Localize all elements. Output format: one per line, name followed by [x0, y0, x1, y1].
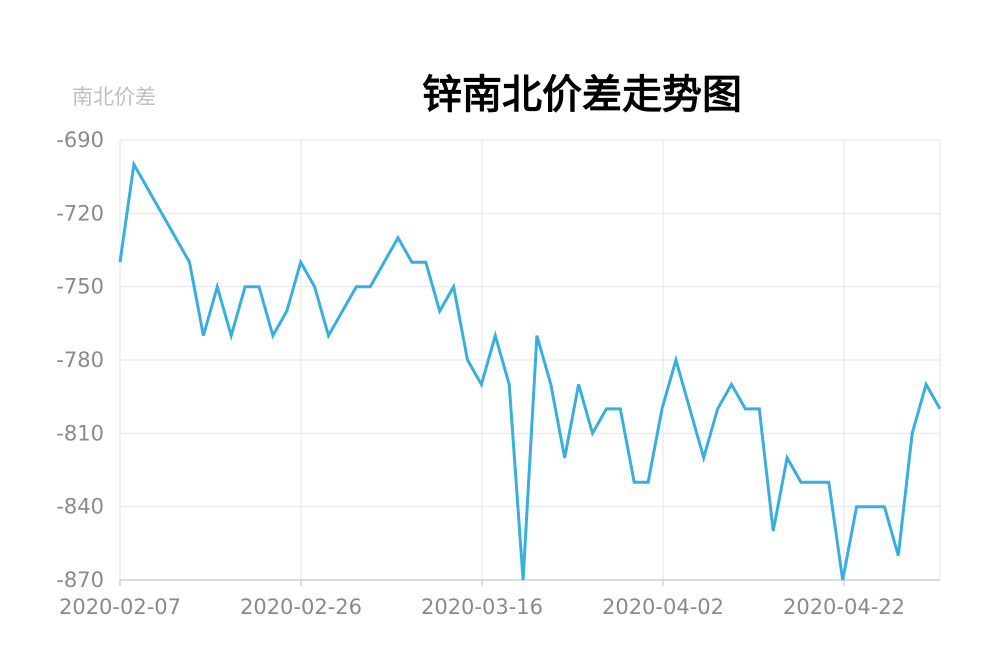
- x-tick-label: 2020-04-22: [783, 595, 905, 619]
- x-axis-ticks: 2020-02-07 2020-02-26 2020-03-16 2020-04-02…: [59, 595, 905, 619]
- y-tick-label: -840: [56, 495, 104, 519]
- y-tick-label: -810: [56, 421, 104, 445]
- series-line: [118, 159, 942, 581]
- y-tick-label: -870: [56, 568, 104, 592]
- y-axis-label: 南北价差: [72, 85, 156, 109]
- x-tick-label: 2020-03-16: [421, 595, 543, 619]
- y-tick-label: -720: [56, 201, 104, 225]
- chart-title: 锌南北价差走势图: [422, 72, 742, 118]
- x-tick-label: 2020-02-07: [59, 595, 181, 619]
- x-tick-label: 2020-04-02: [602, 595, 724, 619]
- x-tick-label: 2020-02-26: [240, 595, 362, 619]
- y-tick-label: -750: [56, 275, 104, 299]
- grid: [119, 139, 941, 586]
- y-tick-label: -780: [56, 348, 104, 372]
- y-tick-label: -690: [56, 128, 104, 152]
- y-axis-ticks: -690 -720 -750 -780 -810 -840 -870: [56, 128, 104, 592]
